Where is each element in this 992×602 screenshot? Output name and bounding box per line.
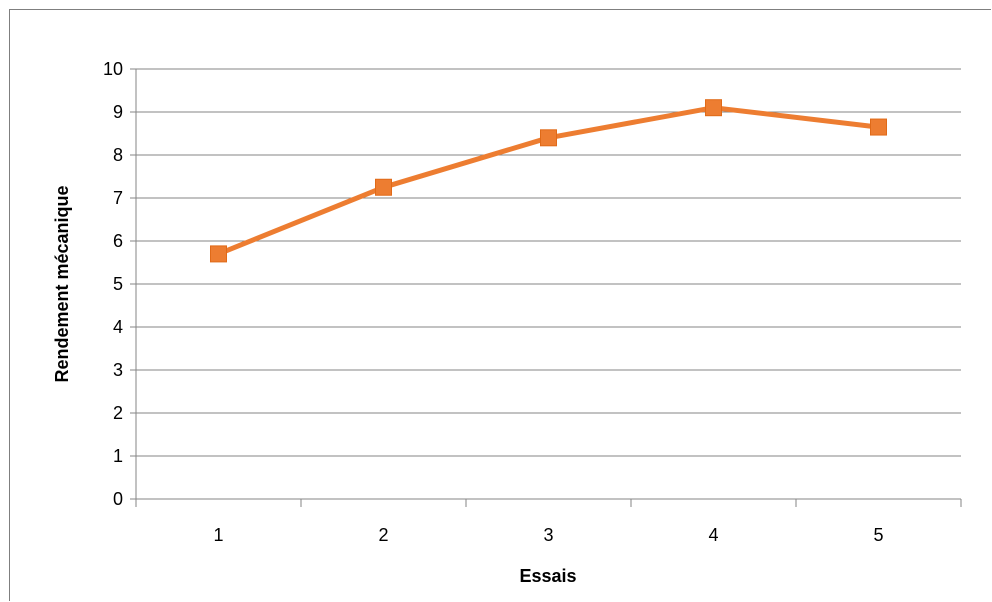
data-point-marker	[210, 245, 227, 263]
y-tick-label: 1	[113, 446, 123, 466]
y-tick-label: 10	[103, 59, 123, 79]
data-point-marker	[870, 118, 887, 136]
x-tick-label: 5	[873, 525, 883, 545]
x-tick-label: 2	[378, 525, 388, 545]
y-tick-label: 4	[113, 317, 123, 337]
chart-frame	[9, 9, 991, 601]
y-tick-label: 8	[113, 145, 123, 165]
y-tick-label: 0	[113, 489, 123, 509]
series-layer	[210, 99, 887, 263]
data-point-marker	[540, 129, 557, 147]
x-tick-labels: 1 2 3 4 5	[213, 525, 883, 545]
x-axis-title: Essais	[519, 566, 576, 586]
y-tick-labels: 0 1 2 3 4 5 6 7 8 9 10	[103, 59, 123, 509]
y-tick-label: 2	[113, 403, 123, 423]
y-tick-label: 6	[113, 231, 123, 251]
axes	[130, 68, 962, 507]
y-tick-label: 5	[113, 274, 123, 294]
gridlines	[136, 68, 961, 457]
data-point-marker	[375, 178, 392, 196]
y-tick-label: 3	[113, 360, 123, 380]
y-tick-label: 9	[113, 102, 123, 122]
x-tick-label: 3	[543, 525, 553, 545]
x-tick-label: 4	[708, 525, 718, 545]
x-tick-label: 1	[213, 525, 223, 545]
data-point-marker	[705, 99, 722, 117]
y-tick-label: 7	[113, 188, 123, 208]
y-axis-title: Rendement mécanique	[52, 185, 72, 382]
